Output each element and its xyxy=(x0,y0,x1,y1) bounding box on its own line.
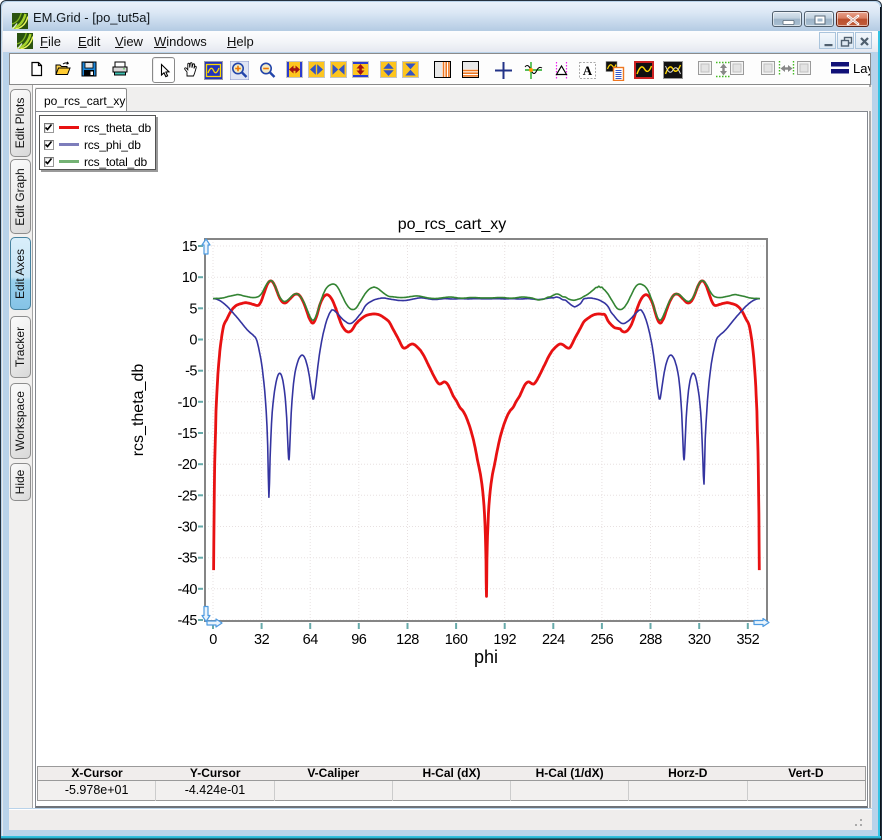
svg-text:-20: -20 xyxy=(178,457,198,473)
svg-text:phi: phi xyxy=(474,647,498,667)
svg-text:5: 5 xyxy=(189,301,197,317)
svg-text:256: 256 xyxy=(591,632,614,648)
svg-text:-5: -5 xyxy=(185,364,197,380)
svg-text:10: 10 xyxy=(182,270,198,286)
svg-text:352: 352 xyxy=(736,632,759,648)
svg-text:288: 288 xyxy=(639,632,662,648)
svg-text:rcs_theta_db: rcs_theta_db xyxy=(130,364,147,457)
svg-text:-30: -30 xyxy=(178,520,198,536)
svg-text:-45: -45 xyxy=(178,613,198,629)
svg-text:160: 160 xyxy=(445,632,468,648)
svg-text:-40: -40 xyxy=(178,582,198,598)
svg-text:-10: -10 xyxy=(178,395,198,411)
svg-text:32: 32 xyxy=(254,632,270,648)
svg-text:0: 0 xyxy=(209,632,217,648)
svg-text:128: 128 xyxy=(396,632,419,648)
svg-text:A: A xyxy=(583,63,593,78)
svg-text:320: 320 xyxy=(688,632,711,648)
svg-text:15: 15 xyxy=(182,239,198,255)
svg-text:0: 0 xyxy=(189,333,197,349)
svg-text:-25: -25 xyxy=(178,488,198,504)
svg-text:96: 96 xyxy=(351,632,367,648)
svg-text:64: 64 xyxy=(303,632,319,648)
svg-text:-15: -15 xyxy=(178,426,198,442)
svg-text:-35: -35 xyxy=(178,551,198,567)
svg-text:192: 192 xyxy=(493,632,516,648)
svg-text:224: 224 xyxy=(542,632,565,648)
svg-text:po_rcs_cart_xy: po_rcs_cart_xy xyxy=(398,216,507,233)
